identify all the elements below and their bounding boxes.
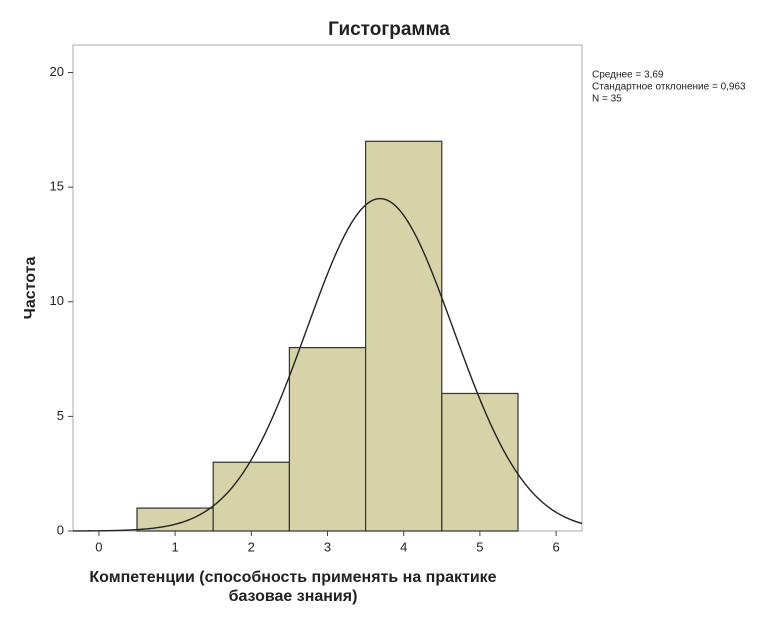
- bar: [441, 392, 519, 532]
- y-tick-label: 15: [50, 179, 64, 194]
- chart-title: Гистограмма: [328, 19, 450, 40]
- bar: [288, 347, 367, 532]
- y-tick-label: 20: [50, 64, 64, 79]
- x-axis-title: Компетенции (способность применять на пр…: [89, 569, 496, 586]
- y-tick-label: 10: [50, 293, 64, 308]
- x-tick-label: 1: [171, 539, 178, 554]
- x-tick-label: 4: [400, 539, 407, 554]
- bar: [136, 507, 214, 532]
- y-axis-title: Частота: [22, 257, 39, 320]
- y-tick-label: 0: [57, 522, 64, 537]
- stat-label: N = 35: [592, 94, 622, 105]
- x-tick-label: 5: [476, 539, 483, 554]
- x-axis-title: базовае знания): [229, 588, 358, 605]
- y-tick-label: 5: [57, 408, 64, 423]
- bar: [364, 140, 443, 532]
- stat-label: Среднее = 3,69: [592, 70, 664, 81]
- x-tick-label: 0: [95, 539, 102, 554]
- normal-curve: [72, 197, 583, 532]
- stat-label: Стандартное отклонение = 0,963: [592, 82, 746, 93]
- x-tick-label: 3: [324, 539, 331, 554]
- x-tick-label: 2: [248, 539, 255, 554]
- x-tick-label: 6: [552, 539, 559, 554]
